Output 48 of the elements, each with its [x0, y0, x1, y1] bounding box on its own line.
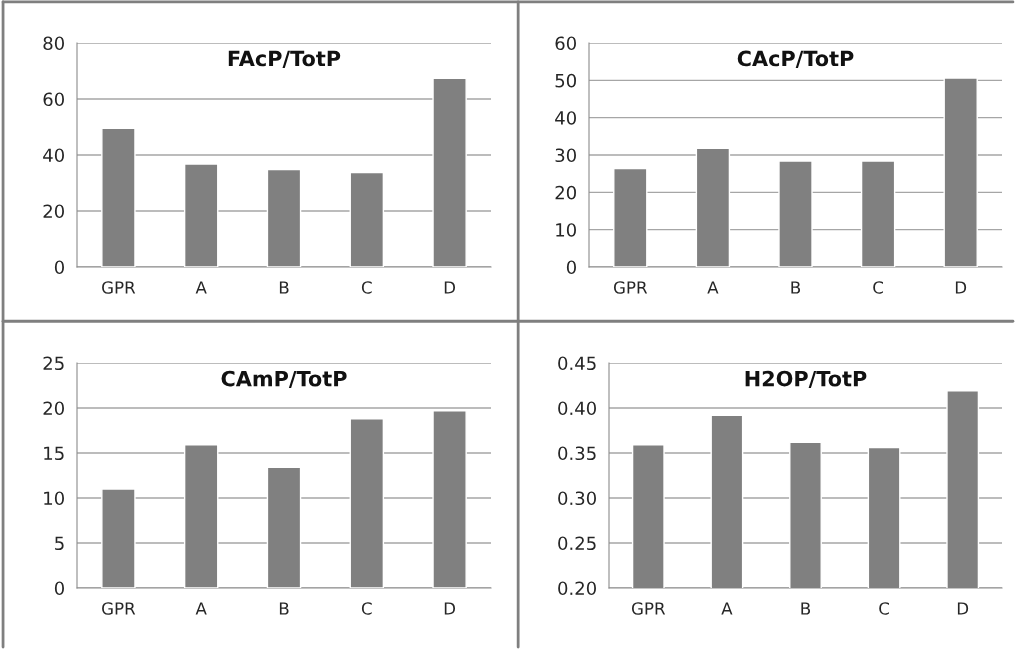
- y-tick-label: 0: [566, 260, 576, 275]
- x-tick-label: C: [361, 281, 372, 294]
- x-tick-label: C: [879, 602, 890, 615]
- y-tick-label: 10: [556, 223, 576, 237]
- y-tick-label: 20: [43, 204, 64, 219]
- y-tick-label: 60: [43, 92, 64, 107]
- y-tick-label: 50: [555, 73, 576, 88]
- x-tick-label: GPR: [102, 602, 136, 615]
- x-tick-label: B: [279, 281, 289, 294]
- y-tick-label: 30: [555, 148, 576, 163]
- x-tick-label: A: [707, 281, 719, 294]
- x-tick-label: B: [791, 281, 801, 294]
- x-tick-label: D: [444, 281, 456, 294]
- x-tick-label: A: [195, 281, 207, 294]
- x-tick-label: C: [873, 281, 884, 294]
- x-tick-label: C: [361, 602, 372, 615]
- y-tick-label: 10: [44, 491, 64, 506]
- y-tick-label: 0: [54, 581, 64, 596]
- y-tick-label: 80: [43, 36, 64, 51]
- chart-title: H2OP/TotP: [745, 370, 867, 389]
- y-tick-label: 0: [54, 260, 64, 275]
- x-tick-label: A: [195, 602, 207, 615]
- x-tick-label: GPR: [613, 281, 648, 294]
- y-tick-label: 25: [43, 356, 64, 371]
- y-tick-label: 0.45: [558, 356, 596, 371]
- y-tick-label: 15: [44, 446, 64, 461]
- y-tick-label: 40: [555, 111, 576, 125]
- y-tick-label: 40: [43, 148, 64, 163]
- y-tick-label: 0.35: [558, 446, 596, 461]
- y-tick-label: 20: [43, 401, 64, 416]
- x-tick-label: GPR: [631, 602, 666, 615]
- y-tick-label: 20: [555, 185, 576, 200]
- x-tick-label: GPR: [102, 281, 136, 294]
- x-tick-label: A: [721, 602, 733, 615]
- chart-title: CAmP/TotP: [221, 370, 347, 389]
- y-tick-label: 0.25: [558, 536, 596, 551]
- chart-title: CAcP/TotP: [737, 50, 854, 68]
- y-tick-label: 0.30: [558, 491, 596, 506]
- x-tick-label: D: [444, 602, 456, 615]
- x-tick-label: D: [957, 602, 969, 615]
- y-tick-label: 0.20: [558, 581, 596, 596]
- y-tick-label: 0.40: [558, 401, 596, 416]
- chart-title: FAcP/TotP: [228, 50, 341, 68]
- x-tick-label: D: [955, 281, 967, 294]
- x-tick-label: B: [279, 602, 289, 615]
- y-tick-label: 60: [555, 36, 576, 51]
- y-tick-label: 5: [55, 536, 64, 551]
- x-tick-label: B: [801, 602, 811, 615]
